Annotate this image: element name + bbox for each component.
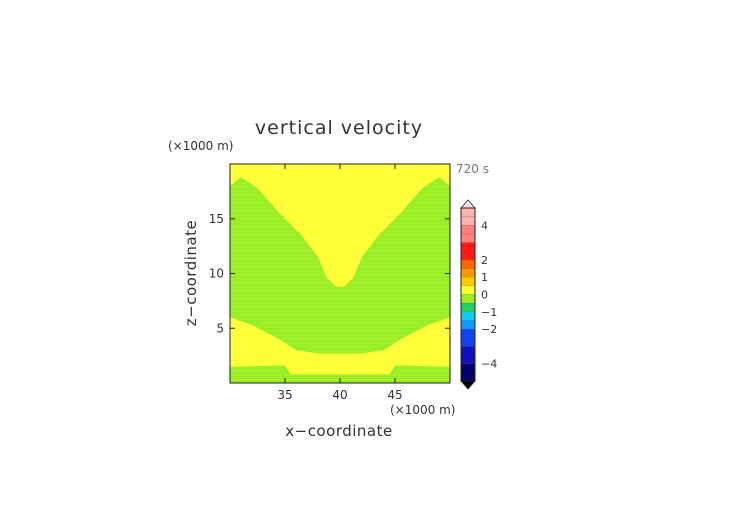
colorbar-label: 2	[481, 254, 488, 267]
colorbar-band	[461, 346, 475, 364]
colorbar-band	[461, 285, 475, 295]
colorbar-legend: 4 2 1 0 −1 −2 −4	[460, 199, 497, 390]
colorbar-label: −1	[481, 306, 497, 319]
colorbar-label: 0	[481, 289, 488, 302]
colorbar-band	[461, 329, 475, 347]
green-core-region	[230, 177, 450, 354]
colorbar-band	[461, 311, 475, 321]
z-tick-label: 5	[216, 321, 224, 335]
colorbar-band	[461, 363, 475, 381]
colorbar-label: −2	[481, 323, 497, 336]
colorbar-label: −4	[481, 358, 497, 371]
z-tick-label: 10	[209, 267, 224, 281]
colorbar-label: 1	[481, 271, 488, 284]
x-unit-label: (×1000 m)	[390, 403, 455, 417]
colorbar-bottom-extend	[460, 380, 476, 390]
colorbar-band	[461, 259, 475, 269]
chart-title: vertical velocity	[255, 117, 423, 139]
colorbar-band	[461, 208, 475, 226]
colorbar-band	[461, 242, 475, 260]
x-tick-label: 40	[332, 388, 347, 402]
colorbar-top-extend	[460, 199, 476, 209]
colorbar-band	[461, 268, 475, 278]
contour-plot-area: 35 40 45 5 10 15	[209, 163, 451, 402]
colorbar-band	[461, 277, 475, 286]
x-tick-label: 35	[277, 388, 292, 402]
x-tick-label: 45	[387, 388, 402, 402]
colorbar-band	[461, 225, 475, 243]
colorbar-frame	[460, 207, 476, 382]
colorbar-band	[461, 294, 475, 304]
z-axis-label: z−coordinate	[182, 220, 200, 326]
x-axis-label: x−coordinate	[285, 422, 392, 440]
colorbar-band	[461, 303, 475, 312]
colorbar-band	[461, 320, 475, 330]
z-tick-label: 15	[209, 212, 224, 226]
time-label: 720 s	[456, 162, 489, 176]
z-unit-label: (×1000 m)	[168, 139, 233, 153]
colorbar-label: 4	[481, 219, 488, 232]
